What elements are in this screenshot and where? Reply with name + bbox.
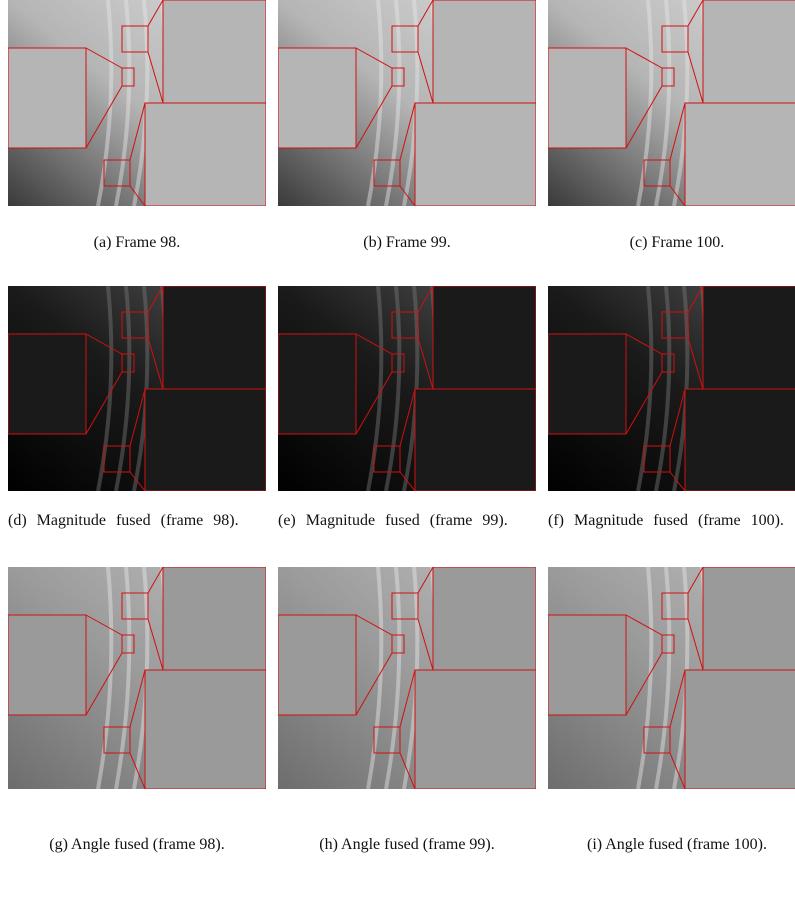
figure-page: (a) Frame 98. (b) Frame 99. (c) Frame 100.… bbox=[0, 0, 795, 867]
panel: (a) Frame 98. bbox=[8, 0, 266, 298]
panel: (e) Magnitude fused (frame 99). bbox=[278, 286, 536, 576]
zoom-box bbox=[685, 670, 795, 789]
zoom-box bbox=[433, 0, 536, 103]
zoom-box bbox=[433, 567, 536, 670]
panel: (g) Angle fused (frame 98). bbox=[8, 567, 266, 900]
zoom-box bbox=[163, 286, 266, 389]
zoom-box bbox=[548, 48, 626, 148]
panel-caption: (b) Frame 99. bbox=[278, 228, 536, 258]
zoom-box bbox=[8, 48, 86, 148]
zoom-box bbox=[433, 286, 536, 389]
panel-caption: (f) Magnitude fused (frame 100). bbox=[548, 506, 795, 536]
zoom-box bbox=[163, 0, 266, 103]
zoom-box bbox=[703, 567, 795, 670]
zoom-box bbox=[8, 334, 86, 434]
panel-image bbox=[548, 567, 795, 789]
zoom-box bbox=[415, 670, 536, 789]
panel-caption: (a) Frame 98. bbox=[8, 228, 266, 258]
panel: (f) Magnitude fused (frame 100). bbox=[548, 286, 795, 576]
zoom-box bbox=[145, 670, 266, 789]
zoom-box bbox=[145, 103, 266, 206]
zoom-box bbox=[548, 615, 626, 715]
panel-caption: (g) Angle fused (frame 98). bbox=[8, 830, 266, 860]
zoom-box bbox=[548, 334, 626, 434]
panel-caption: (d) Magnitude fused (frame 98). bbox=[8, 506, 266, 536]
panel-caption: (c) Frame 100. bbox=[548, 228, 795, 258]
panel-image bbox=[278, 286, 536, 491]
zoom-box bbox=[415, 389, 536, 491]
panel-image bbox=[278, 567, 536, 789]
panel-image bbox=[8, 286, 266, 491]
zoom-box bbox=[685, 389, 795, 491]
zoom-box bbox=[685, 103, 795, 206]
zoom-box bbox=[163, 567, 266, 670]
panel: (i) Angle fused (frame 100). bbox=[548, 567, 795, 900]
panel-image bbox=[548, 286, 795, 491]
zoom-box bbox=[145, 389, 266, 491]
zoom-box bbox=[278, 48, 356, 148]
zoom-box bbox=[703, 0, 795, 103]
panel-caption: (e) Magnitude fused (frame 99). bbox=[278, 506, 536, 536]
panel: (d) Magnitude fused (frame 98). bbox=[8, 286, 266, 576]
zoom-box bbox=[278, 334, 356, 434]
panel: (h) Angle fused (frame 99). bbox=[278, 567, 536, 900]
zoom-box bbox=[278, 615, 356, 715]
panel: (c) Frame 100. bbox=[548, 0, 795, 298]
panel-image bbox=[8, 567, 266, 789]
zoom-box bbox=[415, 103, 536, 206]
panel-image bbox=[8, 0, 266, 206]
zoom-box bbox=[8, 615, 86, 715]
zoom-box bbox=[703, 286, 795, 389]
panel-image bbox=[548, 0, 795, 206]
panel: (b) Frame 99. bbox=[278, 0, 536, 298]
panel-caption: (h) Angle fused (frame 99). bbox=[278, 830, 536, 860]
panel-caption: (i) Angle fused (frame 100). bbox=[548, 830, 795, 860]
panel-image bbox=[278, 0, 536, 206]
